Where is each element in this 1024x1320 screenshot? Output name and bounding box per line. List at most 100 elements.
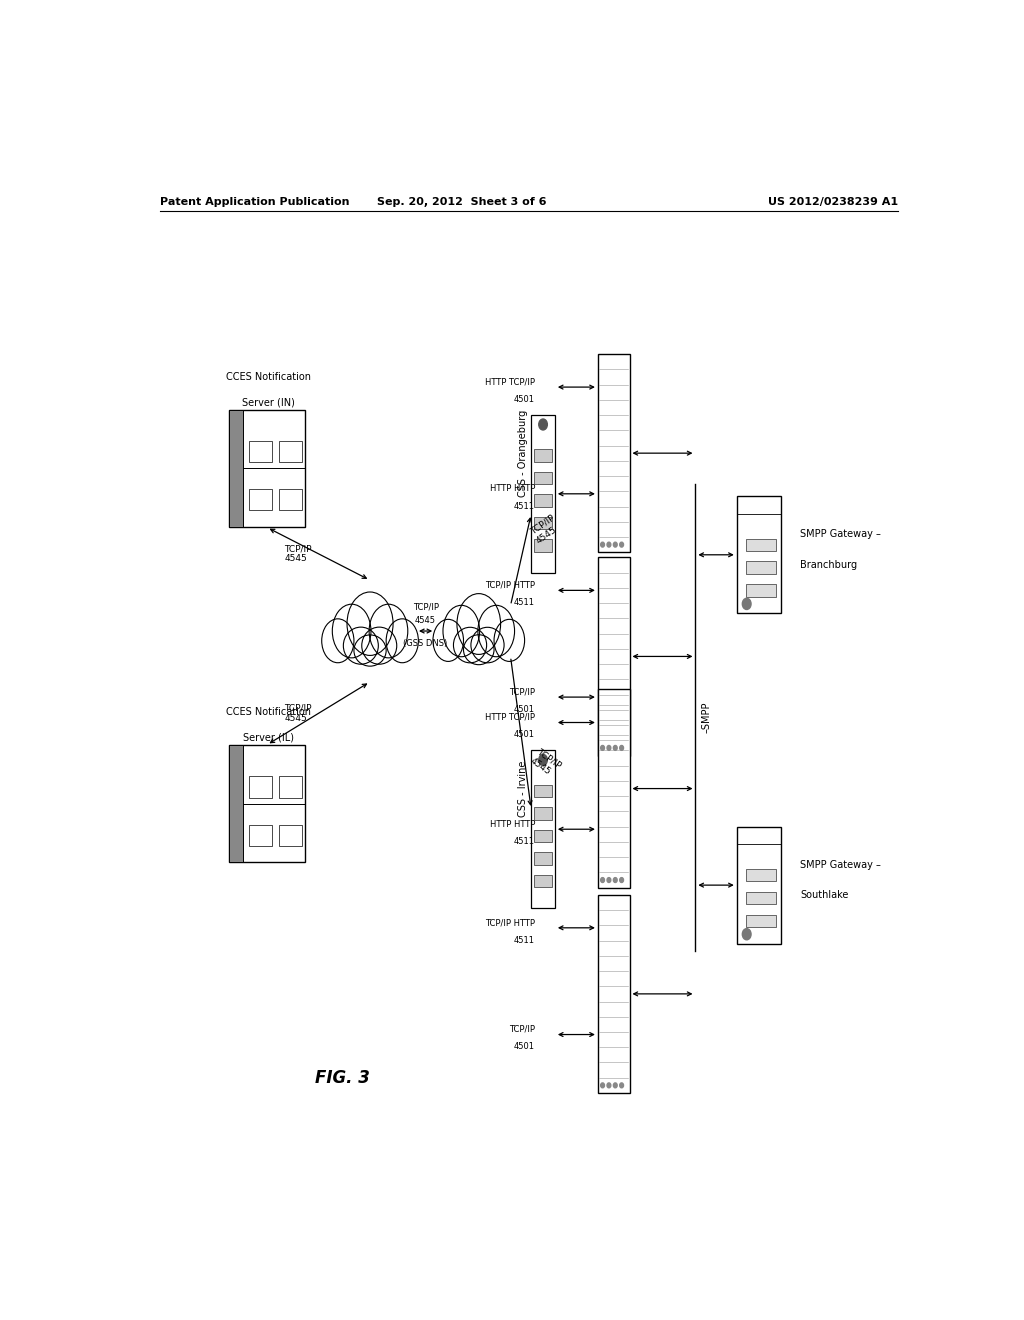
Circle shape	[607, 1082, 611, 1088]
Ellipse shape	[433, 619, 464, 661]
Circle shape	[742, 598, 751, 610]
Circle shape	[613, 746, 617, 750]
Circle shape	[539, 418, 548, 430]
Text: SMPP Gateway –: SMPP Gateway –	[800, 529, 881, 540]
Bar	[279, 490, 302, 511]
Text: TCP/IP HTTP: TCP/IP HTTP	[485, 581, 536, 590]
Circle shape	[601, 543, 604, 546]
Bar	[745, 539, 776, 552]
Ellipse shape	[386, 619, 419, 663]
Bar	[535, 808, 552, 820]
Circle shape	[607, 543, 611, 546]
Bar	[249, 441, 272, 462]
Text: Southlake: Southlake	[800, 890, 849, 900]
Bar	[745, 585, 776, 597]
Text: TCP/IP: TCP/IP	[413, 602, 438, 611]
Text: Sep. 20, 2012  Sheet 3 of 6: Sep. 20, 2012 Sheet 3 of 6	[377, 197, 546, 207]
Text: CSS - Irvine: CSS - Irvine	[518, 760, 528, 817]
Bar	[745, 915, 776, 927]
Bar	[737, 826, 780, 944]
Bar	[737, 496, 780, 614]
Circle shape	[613, 878, 617, 883]
Circle shape	[601, 1082, 604, 1088]
Text: 4511: 4511	[514, 837, 536, 846]
Text: TCP/IP
4545: TCP/IP 4545	[285, 704, 312, 723]
Bar	[535, 853, 552, 865]
Ellipse shape	[369, 605, 408, 657]
Bar	[535, 495, 552, 507]
Ellipse shape	[464, 635, 494, 665]
Bar	[279, 441, 302, 462]
Bar	[598, 557, 630, 755]
Text: –SMPP: –SMPP	[701, 702, 712, 733]
Text: TCP/IP
4545: TCP/IP 4545	[528, 513, 562, 545]
Text: 4511: 4511	[514, 598, 536, 607]
Text: HTTP TCP/IP: HTTP TCP/IP	[485, 378, 536, 387]
Text: (GSS DNS): (GSS DNS)	[403, 639, 447, 648]
Circle shape	[742, 929, 751, 940]
Text: HTTP HTTP: HTTP HTTP	[489, 484, 536, 494]
Text: 4511: 4511	[514, 936, 536, 945]
Circle shape	[620, 746, 624, 750]
Bar	[598, 354, 630, 552]
Ellipse shape	[454, 627, 486, 663]
Bar	[535, 540, 552, 552]
Circle shape	[607, 746, 611, 750]
Ellipse shape	[361, 627, 396, 664]
Text: CCES Notification: CCES Notification	[226, 372, 311, 381]
Text: TCP/IP: TCP/IP	[509, 1024, 536, 1034]
Text: Server (IN): Server (IN)	[242, 397, 295, 408]
Bar	[745, 561, 776, 574]
Text: Branchburg: Branchburg	[800, 560, 857, 570]
Text: HTTP TCP/IP: HTTP TCP/IP	[485, 713, 536, 722]
Bar	[279, 825, 302, 846]
Text: 4545: 4545	[415, 616, 436, 626]
Text: SMPP Gateway –: SMPP Gateway –	[800, 859, 881, 870]
Ellipse shape	[478, 606, 515, 657]
Ellipse shape	[494, 619, 524, 661]
Text: Server (IL): Server (IL)	[243, 733, 294, 743]
Text: 4511: 4511	[514, 502, 536, 511]
Ellipse shape	[471, 627, 504, 663]
Text: Patent Application Publication: Patent Application Publication	[160, 197, 349, 207]
Circle shape	[620, 878, 624, 883]
Text: TCP/IP HTTP: TCP/IP HTTP	[485, 919, 536, 927]
Bar	[745, 869, 776, 882]
Bar	[598, 689, 630, 887]
Text: FIG. 3: FIG. 3	[314, 1069, 370, 1088]
Bar	[279, 776, 302, 797]
Text: TCP/IP
4545: TCP/IP 4545	[528, 747, 562, 779]
Text: CCES Notification: CCES Notification	[226, 708, 311, 718]
Text: US 2012/0238239 A1: US 2012/0238239 A1	[768, 197, 898, 207]
Bar	[598, 895, 630, 1093]
Bar	[249, 825, 272, 846]
Circle shape	[620, 543, 624, 546]
Ellipse shape	[443, 606, 479, 657]
Bar	[745, 892, 776, 904]
Bar	[229, 411, 243, 527]
Circle shape	[613, 543, 617, 546]
Bar	[535, 875, 552, 887]
Ellipse shape	[322, 619, 354, 663]
Bar	[531, 751, 555, 908]
Bar	[535, 517, 552, 529]
Bar	[535, 785, 552, 797]
Circle shape	[539, 755, 548, 766]
Ellipse shape	[354, 635, 386, 667]
Text: 4501: 4501	[514, 1043, 536, 1051]
Bar	[535, 449, 552, 462]
Text: HTTP HTTP: HTTP HTTP	[489, 820, 536, 829]
Ellipse shape	[333, 605, 371, 657]
Bar	[229, 746, 304, 862]
Circle shape	[613, 1082, 617, 1088]
Bar	[531, 414, 555, 573]
Bar	[229, 411, 304, 527]
Circle shape	[620, 1082, 624, 1088]
Text: 4501: 4501	[514, 730, 536, 739]
Text: TCP/IP
4545: TCP/IP 4545	[285, 544, 312, 564]
Bar	[249, 490, 272, 511]
Text: 4501: 4501	[514, 705, 536, 714]
Bar	[229, 746, 243, 862]
Circle shape	[607, 878, 611, 883]
Text: TCP/IP: TCP/IP	[509, 688, 536, 697]
